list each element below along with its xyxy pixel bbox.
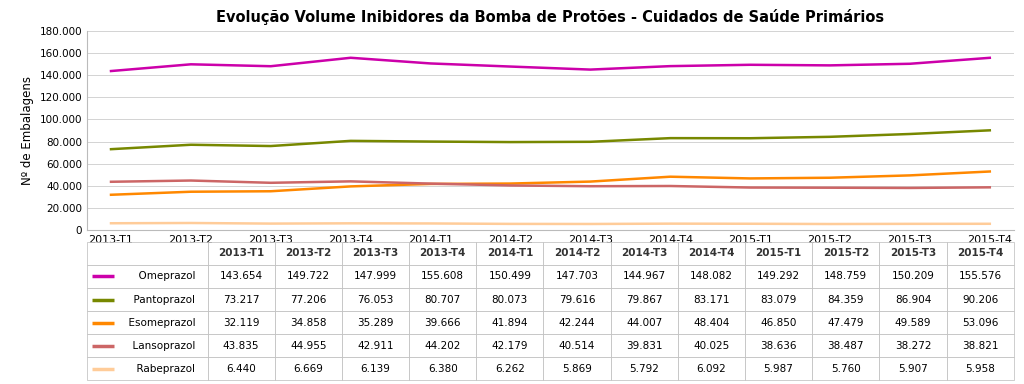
Title: Evolução Volume Inibidores da Bomba de Protões - Cuidados de Saúde Primários: Evolução Volume Inibidores da Bomba de P… <box>216 9 885 25</box>
Y-axis label: Nº de Embalagens: Nº de Embalagens <box>22 76 34 185</box>
